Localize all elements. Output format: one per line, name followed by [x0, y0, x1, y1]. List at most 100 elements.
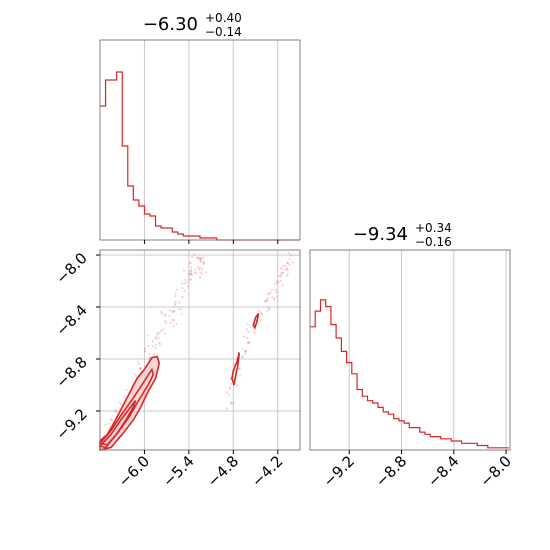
cluster-b-point: [238, 368, 241, 371]
contour-4: [252, 313, 260, 330]
cluster-b-point: [286, 261, 289, 264]
cluster-a-point: [114, 411, 117, 413]
joint-y-tick-labels: −8.0 −8.4 −8.8 −9.2: [52, 249, 90, 443]
cluster-a-point: [180, 312, 183, 315]
joint-y-tick-label-0: −8.0: [52, 249, 90, 287]
cluster-b-point: [244, 349, 247, 352]
joint-y-tick-label-1: −8.4: [52, 301, 90, 339]
cluster-a-point: [151, 340, 154, 343]
cluster-b-point: [230, 402, 232, 405]
cluster-a-point: [183, 269, 185, 272]
histogram-y-x-tick-label-3: −8.0: [476, 452, 514, 490]
cluster-a-point: [181, 295, 184, 298]
cluster-b-point: [241, 347, 244, 350]
cluster-b-point: [279, 267, 282, 270]
cluster-a-point: [187, 285, 190, 288]
cluster-a-point: [205, 271, 207, 274]
cluster-b-point: [249, 326, 252, 329]
cluster-b-point: [268, 292, 270, 295]
cluster-b-point: [285, 267, 288, 270]
cluster-a-point: [183, 278, 186, 281]
cluster-b-point: [291, 261, 294, 264]
cluster-b-point: [286, 267, 289, 270]
cluster-a-point: [164, 313, 167, 316]
cluster-a-point: [188, 274, 191, 277]
cluster-a-point: [157, 336, 160, 339]
cluster-b-point: [285, 274, 288, 277]
cluster-a-point: [202, 261, 205, 264]
cluster-b-point: [237, 367, 240, 370]
cluster-b-point: [271, 296, 274, 299]
cluster-a-point: [104, 423, 107, 426]
cluster-a-point: [188, 271, 191, 273]
cluster-b-point: [280, 272, 283, 275]
cluster-b-point: [243, 335, 245, 338]
cluster-b-point: [281, 271, 284, 274]
histogram-y-title-value: −9.34: [353, 224, 408, 245]
cluster-a-point: [198, 257, 201, 260]
cluster-b-point: [267, 306, 270, 309]
cluster-a-point: [108, 422, 111, 425]
cluster-a-point: [183, 289, 186, 292]
histogram-y-x-tick-labels: −9.2 −8.8 −8.4 −8.0: [320, 452, 515, 490]
cluster-b-point: [246, 336, 249, 339]
histogram-y-title-plus: +0.34: [415, 221, 452, 235]
cluster-b-point: [229, 385, 231, 388]
cluster-b-point: [272, 298, 275, 301]
cluster-b-point: [257, 310, 260, 312]
cluster-a-point: [199, 260, 202, 263]
histogram-x-title-minus: −0.14: [205, 25, 242, 39]
cluster-a-point: [148, 356, 151, 359]
cluster-a-point: [196, 257, 199, 259]
cluster-b-point: [268, 308, 271, 311]
cluster-a-point: [175, 288, 178, 291]
cluster-a-point: [178, 301, 181, 304]
cluster-a-point: [160, 330, 163, 333]
cluster-a-point: [154, 337, 157, 340]
cluster-a-point: [123, 395, 126, 398]
histogram-y-steps: [310, 299, 509, 449]
contour-1: [98, 367, 155, 446]
cluster-a-point: [198, 268, 201, 271]
cluster-a-point: [178, 307, 181, 310]
cluster-b-point: [245, 349, 248, 352]
cluster-a-point: [164, 319, 166, 322]
histogram-x-title-plus: +0.40: [205, 11, 242, 25]
cluster-b-point: [266, 297, 269, 300]
cluster-b-point: [260, 312, 263, 315]
cluster-b-point: [279, 275, 282, 278]
cluster-a-point: [188, 262, 191, 265]
cluster-a-point: [183, 282, 186, 285]
cluster-a-point: [190, 272, 193, 275]
cluster-a-point: [148, 352, 151, 355]
cluster-a-point: [185, 280, 188, 283]
cluster-a-point: [201, 268, 204, 271]
cluster-b-point: [290, 254, 293, 257]
cluster-b-point: [234, 369, 236, 372]
cluster-a-point: [139, 367, 142, 370]
cluster-a-point: [160, 312, 163, 315]
cluster-b-point: [276, 295, 278, 298]
contour-3: [231, 352, 241, 386]
cluster-a-point: [181, 287, 184, 290]
cluster-a-point: [169, 321, 172, 324]
cluster-b-point: [229, 378, 232, 381]
histogram-x-frame: [99, 39, 301, 241]
cluster-b-point: [225, 391, 228, 394]
cluster-a-point: [190, 272, 192, 275]
cluster-b-point: [232, 402, 235, 405]
cluster-a-point: [193, 271, 196, 274]
cluster-b-point: [286, 273, 289, 276]
cluster-a-point: [190, 274, 193, 276]
cluster-a-point: [154, 346, 157, 349]
cluster-a-point: [163, 314, 166, 317]
cluster-b-point: [274, 288, 277, 291]
cluster-a-point: [119, 403, 122, 406]
histogram-x-panel: −6.30 +0.40 −0.14: [99, 11, 301, 244]
histogram-y-x-tick-label-0: −9.2: [320, 452, 358, 490]
cluster-b-point: [246, 323, 249, 325]
cluster-a-point: [174, 304, 177, 307]
joint-x-tick-label-3: −4.2: [248, 452, 286, 490]
cluster-a-point: [161, 328, 164, 331]
